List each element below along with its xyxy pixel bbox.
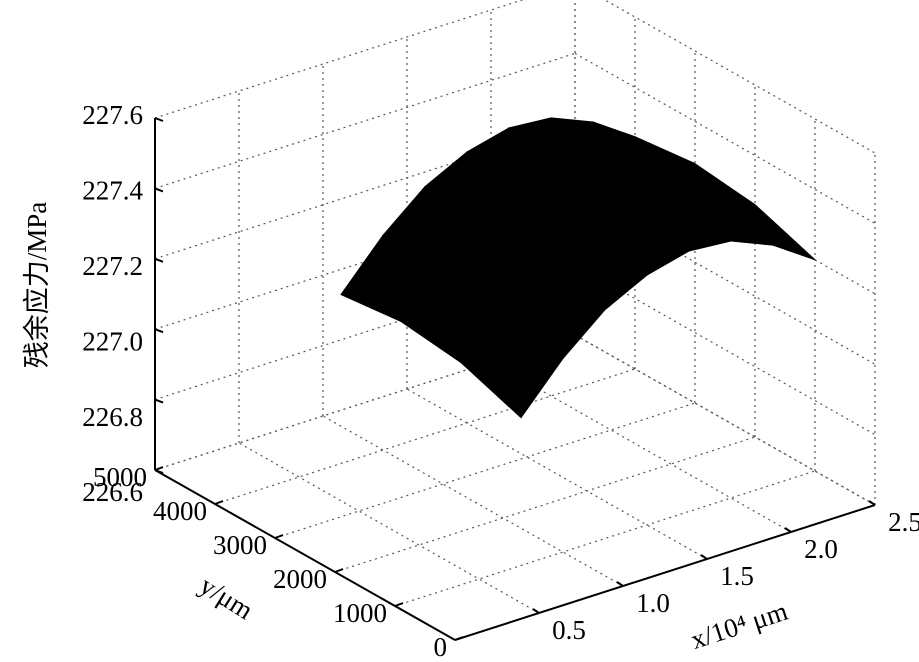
grid-line bbox=[274, 402, 696, 539]
y-tick bbox=[454, 636, 464, 641]
x-tick-label: 2.5 bbox=[888, 507, 919, 537]
grid-line bbox=[603, 0, 876, 154]
grid-line bbox=[574, 334, 876, 506]
x-tick bbox=[616, 581, 624, 587]
z-tick bbox=[154, 328, 164, 334]
z-tick-label: 227.4 bbox=[82, 176, 143, 206]
y-axis bbox=[154, 469, 456, 641]
grid-line bbox=[154, 52, 576, 189]
x-tick bbox=[784, 527, 792, 533]
x-tick bbox=[700, 554, 708, 560]
z-axis-label: 残余应力/MPa bbox=[22, 202, 52, 369]
x-tick-label: 1.0 bbox=[636, 588, 670, 618]
x-tick-label: 1.5 bbox=[720, 561, 754, 591]
z-tick bbox=[154, 257, 164, 263]
grid-line bbox=[406, 388, 708, 560]
grid-line bbox=[214, 368, 636, 505]
z-tick-label: 227.6 bbox=[82, 100, 143, 130]
surface-cell bbox=[460, 302, 564, 419]
y-tick-label: 2000 bbox=[273, 564, 327, 594]
y-tick bbox=[394, 602, 404, 607]
x-axis bbox=[454, 504, 876, 641]
z-tick bbox=[154, 187, 164, 193]
grid-line bbox=[574, 334, 876, 506]
y-tick-label: 1000 bbox=[333, 598, 387, 628]
grid-line bbox=[334, 436, 756, 573]
grid-line bbox=[394, 470, 816, 607]
z-tick bbox=[154, 398, 164, 404]
grid-line bbox=[322, 415, 624, 587]
y-tick bbox=[334, 568, 344, 573]
y-tick bbox=[214, 500, 224, 505]
z-tick-label: 227.2 bbox=[82, 251, 143, 281]
z-tick-label: 227.0 bbox=[82, 326, 143, 356]
x-tick-label: 0.5 bbox=[552, 615, 586, 645]
z-tick bbox=[154, 469, 164, 474]
x-axis-label: x/10⁴ μm bbox=[687, 596, 791, 655]
x-tick bbox=[868, 500, 876, 506]
z-tick-label: 226.6 bbox=[82, 477, 143, 507]
y-tick-label: 3000 bbox=[213, 530, 267, 560]
x-tick bbox=[532, 608, 540, 614]
y-tick bbox=[274, 534, 284, 539]
grid-line bbox=[154, 0, 525, 119]
y-tick-label: 4000 bbox=[153, 496, 207, 526]
y-tick-label: 5000 bbox=[93, 462, 147, 492]
z-tick-label: 226.8 bbox=[82, 402, 143, 432]
z-tick bbox=[154, 117, 164, 122]
y-axis-label: y/μm bbox=[195, 570, 259, 625]
y-tick-label: 0 bbox=[434, 632, 448, 662]
x-tick-label: 2.0 bbox=[804, 534, 838, 564]
